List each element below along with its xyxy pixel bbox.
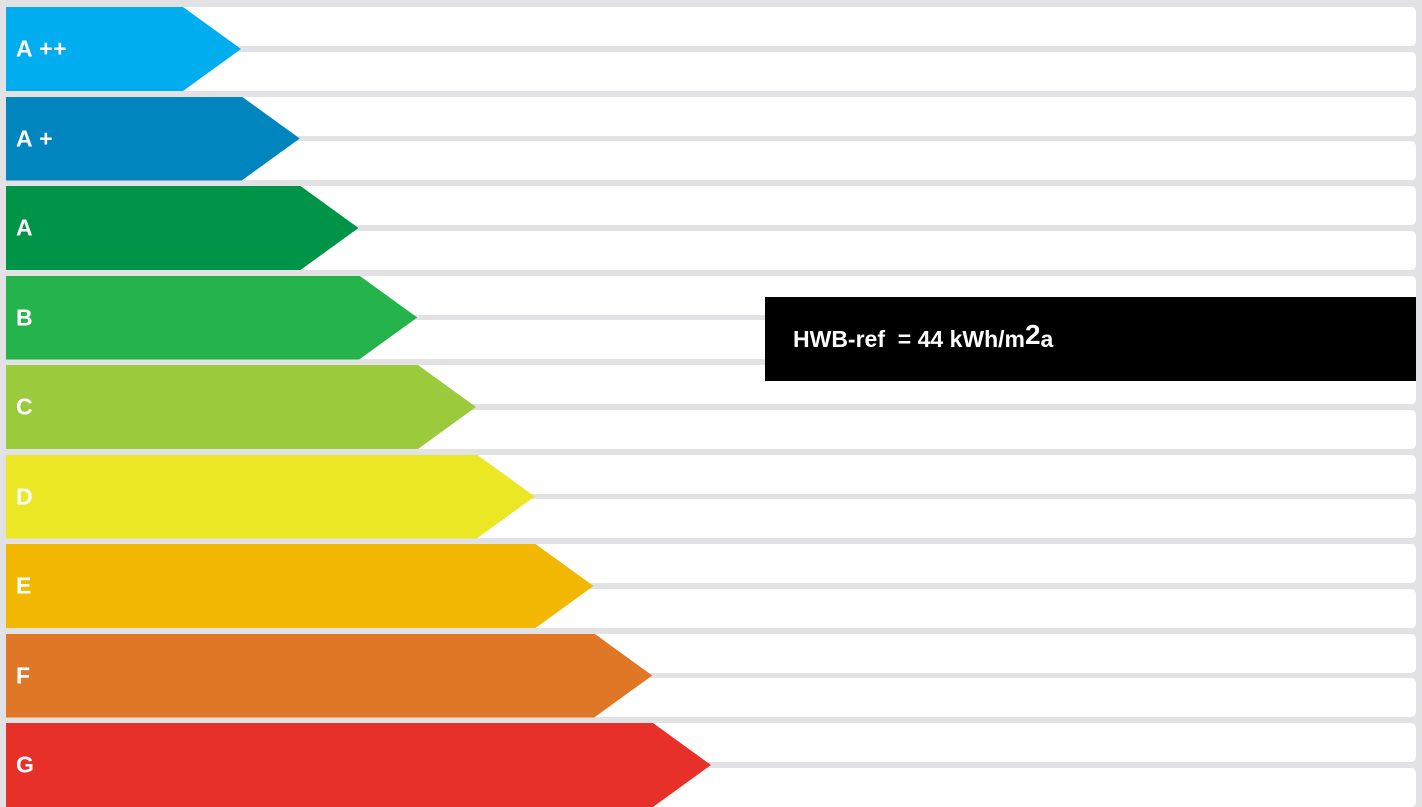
rating-superscript: 2 bbox=[1024, 319, 1041, 350]
energy-class-label: F bbox=[16, 662, 31, 688]
energy-class-bar: A + bbox=[6, 97, 300, 181]
background-stripe bbox=[6, 51, 1416, 91]
energy-class-label: B bbox=[16, 304, 34, 330]
energy-class-bar: B bbox=[6, 276, 417, 360]
energy-class-bar: C bbox=[6, 365, 476, 449]
rating-suffix: a bbox=[1040, 325, 1054, 352]
background-stripe bbox=[6, 7, 1416, 46]
hwb-rating-box: HWB-ref = 44 kWh/m 2 a bbox=[765, 297, 1416, 381]
energy-class-bar: G bbox=[6, 723, 711, 807]
energy-class-bar: A ++ bbox=[6, 7, 241, 91]
energy-class-label: E bbox=[16, 572, 32, 599]
rating-label: HWB-ref = 44 kWh/m bbox=[793, 325, 1025, 352]
energy-class-bar: E bbox=[6, 544, 594, 628]
energy-class-label: D bbox=[16, 483, 34, 509]
energy-class-bar: D bbox=[6, 455, 535, 539]
energy-class-label: A + bbox=[16, 125, 54, 151]
energy-class-label: A ++ bbox=[16, 35, 68, 62]
energy-class-label: A bbox=[16, 214, 34, 241]
energy-class-bar: A bbox=[6, 186, 359, 270]
energy-class-label: C bbox=[16, 393, 34, 420]
energy-class-label: G bbox=[16, 751, 35, 778]
energy-class-bar: F bbox=[6, 634, 652, 718]
